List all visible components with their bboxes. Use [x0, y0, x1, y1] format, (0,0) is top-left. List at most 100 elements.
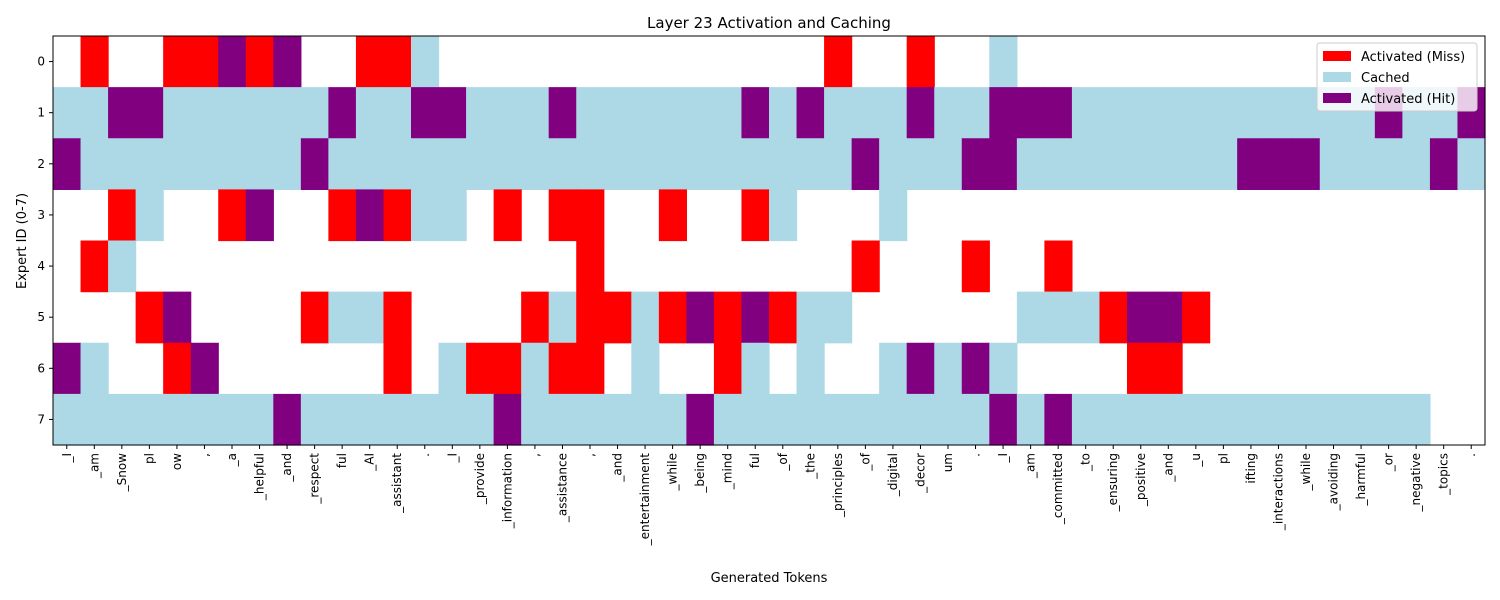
heatmap-cell: [686, 87, 715, 139]
heatmap-cell: [521, 87, 550, 139]
heatmap-cell: [1071, 393, 1101, 446]
plot-frame: [52, 35, 1486, 446]
heatmap-cell: [1347, 138, 1376, 190]
heatmap-cell: [355, 87, 385, 139]
heatmap-cell: [383, 87, 412, 139]
heatmap-cell: [824, 291, 853, 344]
heatmap-cell: [576, 87, 605, 139]
heatmap-cell: [190, 342, 219, 395]
heatmap-cell: [383, 189, 412, 242]
x-tick-label: _information: [500, 453, 514, 529]
heatmap-cell: [961, 393, 990, 446]
heatmap-cell: [713, 291, 743, 344]
heatmap-cell: [383, 36, 412, 88]
y-tick-label: 6: [37, 361, 45, 375]
heatmap-cell: [548, 87, 577, 139]
heatmap-cell: [493, 342, 522, 395]
heatmap-cell: [906, 36, 935, 88]
heatmap-cell: [438, 138, 467, 190]
heatmap-cell: [163, 138, 192, 190]
heatmap-cell: [300, 393, 329, 446]
heatmap-cell: [1237, 393, 1266, 446]
heatmap-cell: [383, 342, 412, 395]
y-tick-label: 3: [37, 208, 45, 222]
x-tick-label: _of: [858, 452, 872, 471]
x-tick-label: _am: [1024, 453, 1038, 479]
heatmap-cell: [631, 342, 660, 395]
legend-swatch: [1323, 72, 1351, 82]
y-axis-label: Expert ID (0-7): [15, 193, 30, 289]
heatmap-cell: [1347, 393, 1376, 446]
heatmap-cell: [851, 240, 880, 293]
heatmap-cell: [1429, 138, 1459, 190]
heatmap-cell: [108, 393, 137, 446]
x-tick-label: _I: [445, 453, 459, 464]
heatmap-cell: [713, 138, 743, 190]
heatmap-cell: [438, 393, 467, 446]
heatmap-cell: [300, 138, 329, 190]
heatmap-cell: [108, 189, 137, 242]
heatmap-cell: [1099, 138, 1128, 190]
heatmap-cell: [80, 87, 109, 139]
heatmap-cell: [493, 138, 522, 190]
heatmap-cell: [218, 36, 247, 88]
heatmap-cell: [796, 87, 825, 139]
heatmap-cell: [576, 189, 605, 242]
heatmap-cell: [1374, 393, 1403, 446]
heatmap-cell: [934, 87, 963, 139]
heatmap-cell: [906, 87, 935, 139]
heatmap-cell: [548, 342, 577, 395]
heatmap-cell: [1099, 393, 1128, 446]
heatmap-cell: [328, 138, 357, 190]
heatmap-cell: [548, 393, 577, 446]
heatmap-cell: [355, 36, 385, 88]
heatmap-cell: [686, 138, 715, 190]
heatmap-cell: [769, 291, 798, 344]
heatmap-cell: [989, 393, 1018, 446]
x-tick-label: _of: [776, 452, 790, 471]
heatmap-cell: [521, 138, 550, 190]
heatmap-cell: [1016, 138, 1045, 190]
x-tick-label: ful: [748, 453, 762, 468]
heatmap-cell: [741, 291, 770, 344]
heatmap-cell: [576, 240, 605, 293]
heatmap-cell: [851, 393, 880, 446]
heatmap-cell: [1182, 138, 1211, 190]
heatmap-cell: [163, 36, 192, 88]
heatmap-cell: [879, 393, 908, 446]
heatmap-cell: [411, 189, 440, 242]
heatmap-cell: [466, 87, 495, 139]
x-tick-label: _am: [87, 453, 101, 479]
heatmap-cell: [989, 342, 1018, 395]
heatmap-cell: [686, 291, 715, 344]
x-tick-label: pl: [1216, 453, 1230, 464]
x-tick-label: _assistance: [555, 453, 569, 523]
x-tick-label: ow: [170, 453, 184, 470]
heatmap-cell: [934, 342, 963, 395]
heatmap-cell: [1374, 138, 1403, 190]
x-tick-label: _the: [803, 453, 817, 480]
legend-box: [1316, 42, 1478, 112]
x-tick-label: .: [418, 453, 432, 457]
heatmap-cell: [1182, 87, 1211, 139]
heatmap-cell: [108, 87, 137, 139]
heatmap-cell: [80, 138, 109, 190]
x-tick-label: _AI: [363, 453, 377, 472]
heatmap-cell: [824, 36, 853, 88]
heatmap-cell: [1016, 291, 1045, 344]
x-tick-label: _or: [1382, 453, 1396, 472]
heatmap-cell: [493, 393, 522, 446]
legend: Activated (Miss) Cached Activated (Hit): [1316, 42, 1478, 112]
heatmap-cell: [273, 393, 302, 446]
heatmap-cell: [218, 189, 247, 242]
heatmap-cell: [383, 138, 412, 190]
heatmap-cell: [1402, 138, 1431, 190]
heatmap-cell: [383, 393, 412, 446]
heatmap-cell: [411, 87, 440, 139]
heatmap-cell: [135, 291, 164, 344]
heatmap-cell: [1209, 87, 1238, 139]
heatmap-cell: [741, 87, 770, 139]
heatmap-cell: [53, 342, 82, 395]
heatmap-cell: [1127, 87, 1156, 139]
